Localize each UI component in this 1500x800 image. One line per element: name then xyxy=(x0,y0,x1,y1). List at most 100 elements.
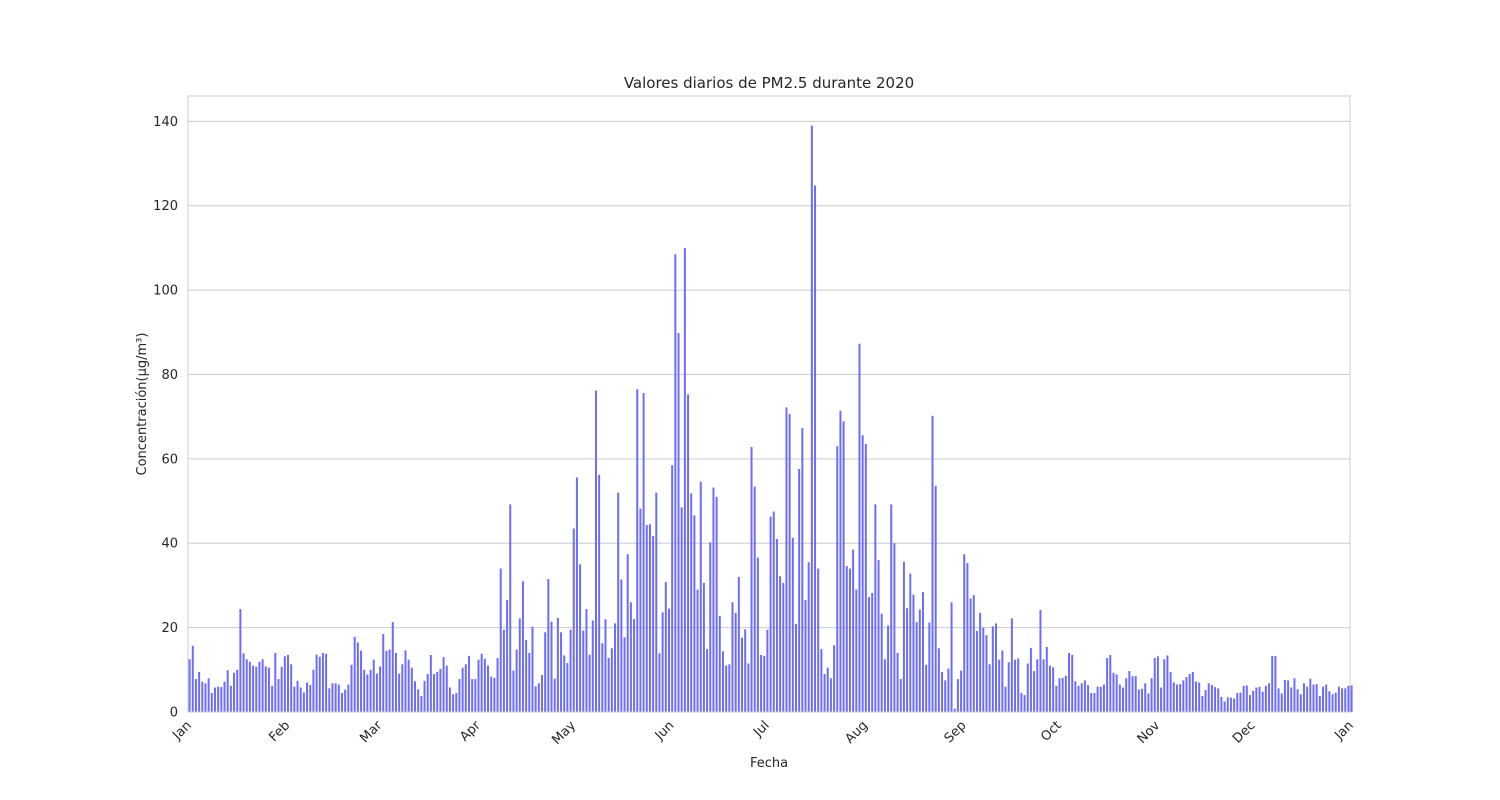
bar xyxy=(668,608,670,712)
bar xyxy=(1201,695,1204,712)
bar xyxy=(1245,685,1248,712)
bar xyxy=(572,528,575,712)
bar xyxy=(642,393,645,712)
bar xyxy=(798,468,801,712)
bar xyxy=(436,671,439,712)
bar xyxy=(658,653,661,712)
bar xyxy=(287,655,289,712)
bar xyxy=(963,554,966,712)
bar xyxy=(480,653,483,712)
y-tick-label: 100 xyxy=(153,284,178,299)
bar xyxy=(350,664,353,712)
bar xyxy=(604,619,607,712)
bar xyxy=(836,446,839,712)
bar xyxy=(1290,687,1293,712)
bar xyxy=(915,622,918,712)
bar xyxy=(1287,680,1290,712)
bar xyxy=(575,477,578,712)
bar xyxy=(1331,694,1334,712)
bar xyxy=(1052,667,1055,712)
bar xyxy=(207,678,210,712)
bar xyxy=(1344,688,1347,712)
bar xyxy=(474,679,477,712)
bar xyxy=(890,504,893,712)
bar xyxy=(391,622,394,712)
bar xyxy=(1277,688,1280,712)
bar xyxy=(1296,689,1299,712)
bar xyxy=(1048,665,1051,712)
bar xyxy=(883,659,886,712)
bar xyxy=(1283,679,1286,712)
bar xyxy=(1299,694,1302,712)
bar xyxy=(607,657,610,712)
bar xyxy=(1045,647,1048,712)
bar xyxy=(734,612,737,712)
bar xyxy=(820,649,823,712)
bar xyxy=(236,669,239,712)
bar xyxy=(788,414,791,712)
bar xyxy=(398,673,401,712)
bar xyxy=(626,554,629,712)
bar xyxy=(274,652,277,712)
bar xyxy=(1004,686,1007,712)
bar xyxy=(1160,687,1163,712)
bar xyxy=(912,594,915,712)
bar xyxy=(1147,693,1150,712)
bar xyxy=(448,687,451,712)
bar xyxy=(1188,674,1191,712)
bar xyxy=(534,686,537,712)
bar xyxy=(795,623,797,712)
bar xyxy=(518,618,521,712)
bar xyxy=(426,674,429,712)
bar xyxy=(848,568,851,712)
bar xyxy=(671,465,674,712)
bar xyxy=(709,542,712,712)
bar xyxy=(1306,686,1309,712)
y-tick-label: 60 xyxy=(161,452,178,467)
bar xyxy=(1166,655,1169,712)
bar xyxy=(582,630,585,712)
bar xyxy=(880,613,883,712)
bar xyxy=(893,543,896,712)
bar xyxy=(483,658,486,712)
bar xyxy=(388,649,391,712)
y-tick-label: 0 xyxy=(170,706,178,721)
bar xyxy=(937,648,940,712)
bar xyxy=(741,637,743,712)
bar xyxy=(636,389,639,712)
bar xyxy=(296,680,299,712)
bar xyxy=(1191,671,1194,712)
bar xyxy=(271,685,274,712)
bar xyxy=(601,643,604,712)
bar xyxy=(823,674,826,712)
bar xyxy=(699,481,702,712)
bar xyxy=(464,664,467,712)
bar xyxy=(674,254,677,712)
bar xyxy=(442,657,445,712)
bar xyxy=(239,609,242,712)
bar xyxy=(372,659,375,712)
bar xyxy=(1125,678,1128,712)
bar xyxy=(531,626,534,712)
bar xyxy=(229,685,232,712)
bar xyxy=(899,679,902,712)
bar xyxy=(433,674,436,712)
bar xyxy=(629,602,632,712)
bar xyxy=(204,683,207,712)
bar xyxy=(1131,676,1134,712)
bar xyxy=(379,666,382,712)
bar xyxy=(445,665,448,712)
bar xyxy=(544,632,547,712)
bar xyxy=(1204,690,1207,712)
bar xyxy=(610,648,613,712)
bar xyxy=(633,619,636,712)
bar xyxy=(220,687,223,712)
bar xyxy=(1144,683,1147,712)
bar xyxy=(334,683,337,712)
bar xyxy=(487,665,490,712)
bar xyxy=(1239,692,1242,712)
bar xyxy=(664,582,667,712)
bar xyxy=(512,670,515,712)
bar xyxy=(782,582,785,712)
